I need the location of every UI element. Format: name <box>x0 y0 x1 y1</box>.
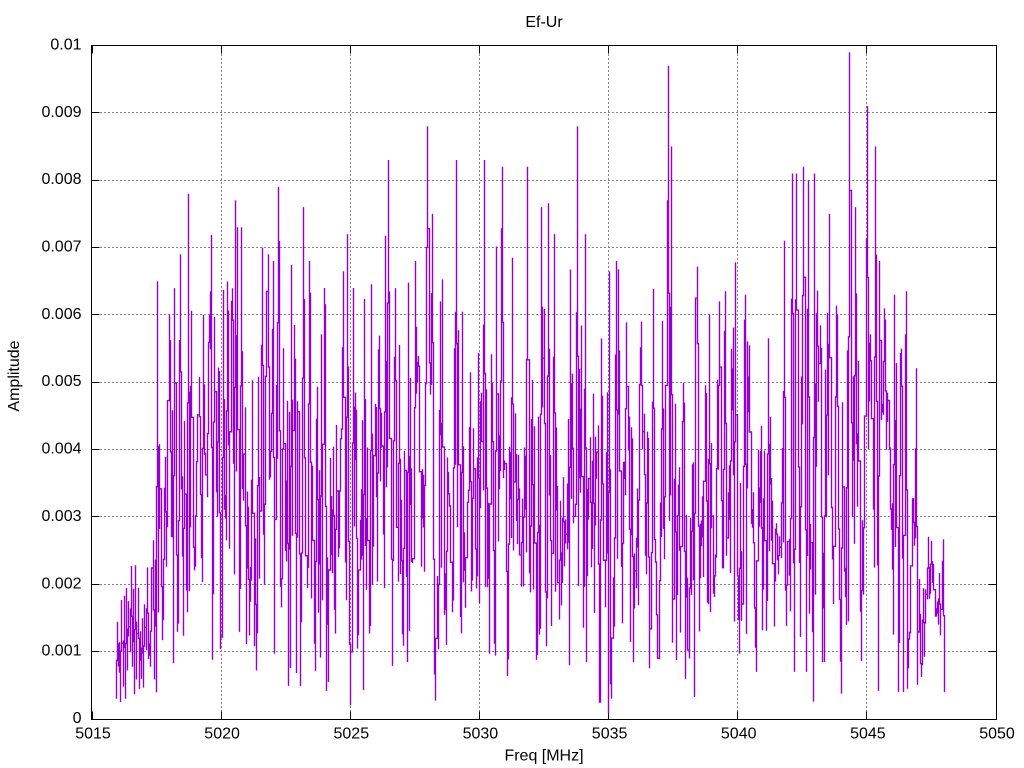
svg-text:0.006: 0.006 <box>41 306 81 323</box>
svg-text:Amplitude: Amplitude <box>6 340 23 411</box>
svg-text:0: 0 <box>73 710 82 727</box>
svg-text:0.004: 0.004 <box>41 441 81 458</box>
svg-text:5025: 5025 <box>334 726 370 743</box>
svg-text:5015: 5015 <box>75 726 111 743</box>
svg-text:Freq [MHz]: Freq [MHz] <box>504 748 583 765</box>
svg-text:5040: 5040 <box>721 726 757 743</box>
svg-text:5020: 5020 <box>204 726 240 743</box>
svg-text:0.005: 0.005 <box>41 373 81 390</box>
svg-text:5030: 5030 <box>463 726 499 743</box>
svg-text:0.002: 0.002 <box>41 575 81 592</box>
svg-text:Ef-Ur: Ef-Ur <box>525 14 563 31</box>
svg-text:0.007: 0.007 <box>41 239 81 256</box>
svg-text:0.008: 0.008 <box>41 171 81 188</box>
svg-text:0.01: 0.01 <box>50 37 81 54</box>
svg-text:0.003: 0.003 <box>41 508 81 525</box>
svg-text:5035: 5035 <box>592 726 628 743</box>
svg-text:0.001: 0.001 <box>41 643 81 660</box>
svg-text:5050: 5050 <box>979 726 1015 743</box>
svg-text:5045: 5045 <box>850 726 886 743</box>
svg-text:0.009: 0.009 <box>41 104 81 121</box>
